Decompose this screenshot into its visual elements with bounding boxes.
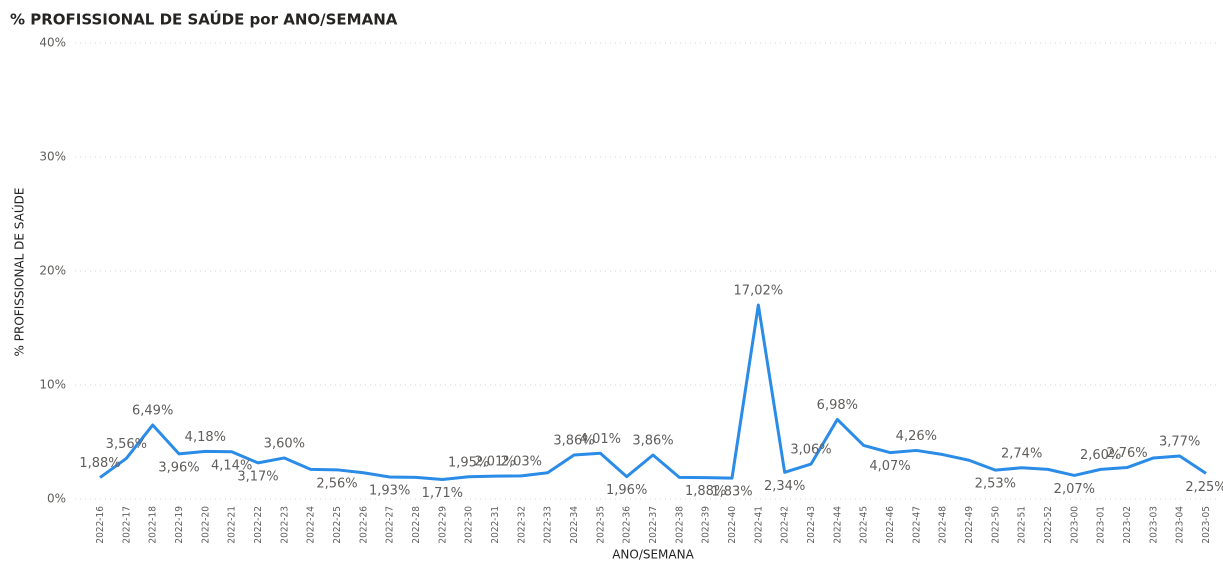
x-tick-label: 2022-34 [569,506,580,544]
data-label: 3,56% [106,437,147,452]
data-label: 4,26% [896,429,937,444]
x-tick-label: 2023-01 [1096,506,1107,544]
data-label: 2,53% [975,477,1016,492]
x-tick-label: 2023-04 [1175,506,1186,544]
y-tick-label: 10% [39,378,66,392]
data-label: 4,01% [580,432,621,447]
data-label: 1,71% [422,486,463,501]
x-tick-label: 2022-31 [490,506,501,544]
y-tick-label: 30% [39,150,66,164]
x-tick-label: 2022-23 [279,506,290,544]
x-tick-label: 2022-20 [200,506,211,544]
data-label: 3,17% [237,469,278,484]
data-label: 2,03% [501,454,542,469]
y-tick-label: 0% [47,492,66,506]
data-label: 3,60% [264,436,305,451]
data-label: 1,88% [79,456,120,471]
x-tick-label: 2022-16 [95,506,106,544]
data-label: 1,93% [369,483,410,498]
data-label: 2,60% [1080,448,1121,463]
x-tick-label: 2023-00 [1069,506,1080,544]
x-tick-label: 2022-42 [780,506,791,544]
x-tick-label: 2023-02 [1122,506,1133,544]
x-tick-label: 2022-18 [148,506,159,544]
x-tick-label: 2022-21 [227,506,238,544]
y-axis-title: % PROFISSIONAL DE SAÚDE [12,188,27,357]
data-label: 3,86% [632,433,673,448]
x-tick-label: 2022-26 [358,506,369,544]
x-tick-label: 2023-05 [1201,506,1212,544]
x-tick-label: 2022-27 [385,506,396,544]
data-label: 3,86% [553,433,594,448]
x-tick-label: 2022-17 [121,506,132,544]
x-tick-label: 2022-52 [1043,506,1054,544]
data-label: 4,14% [211,458,252,473]
x-tick-label: 2022-41 [753,506,764,544]
x-axis-title: ANO/SEMANA [612,548,694,562]
x-tick-label: 2022-36 [622,506,633,544]
x-tick-label: 2022-35 [595,506,606,544]
x-tick-label: 2022-29 [437,506,448,544]
data-label: 3,77% [1159,435,1200,450]
x-tick-label: 2022-51 [1017,506,1028,544]
data-label: 2,76% [1106,446,1147,461]
data-label: 4,07% [869,459,910,474]
x-tick-label: 2022-24 [306,506,317,544]
data-label: 6,98% [817,398,858,413]
x-tick-label: 2022-30 [464,506,475,544]
x-tick-label: 2022-33 [543,506,554,544]
x-tick-label: 2022-28 [411,506,422,544]
x-tick-label: 2023-03 [1148,506,1159,544]
x-tick-label: 2022-25 [332,506,343,544]
x-tick-label: 2022-48 [938,506,949,544]
data-label: 2,25% [1185,480,1223,495]
data-label: 2,07% [1054,482,1095,497]
x-tick-label: 2022-32 [516,506,527,544]
x-tick-label: 2022-44 [832,506,843,544]
data-label: 1,96% [606,483,647,498]
data-label: 1,83% [711,485,752,500]
data-label: 2,74% [1001,446,1042,461]
data-label: 2,56% [316,476,357,491]
data-label: 6,49% [132,404,173,419]
data-label: 3,06% [790,443,831,458]
data-label: 17,02% [734,283,784,298]
y-tick-label: 40% [39,36,66,50]
data-label: 2,34% [764,479,805,494]
data-label: 1,88% [685,484,726,499]
x-tick-label: 2022-49 [964,506,975,544]
data-label: 4,18% [185,430,226,445]
x-tick-label: 2022-22 [253,506,264,544]
x-tick-label: 2022-19 [174,506,185,544]
data-label: 2,01% [474,455,515,470]
x-tick-label: 2022-50 [990,506,1001,544]
x-tick-label: 2022-46 [885,506,896,544]
data-label: 1,95% [448,455,489,470]
x-tick-label: 2022-45 [859,506,870,544]
x-tick-label: 2022-39 [701,506,712,544]
x-tick-label: 2022-37 [648,506,659,544]
data-label: 3,96% [158,460,199,475]
chart-title: % PROFISSIONAL DE SAÚDE por ANO/SEMANA [10,10,398,29]
x-tick-label: 2022-47 [911,506,922,544]
line-series [99,303,1207,482]
x-tick-label: 2022-38 [674,506,685,544]
x-tick-label: 2022-40 [727,506,738,544]
x-tick-label: 2022-43 [806,506,817,544]
y-tick-label: 20% [39,264,66,278]
